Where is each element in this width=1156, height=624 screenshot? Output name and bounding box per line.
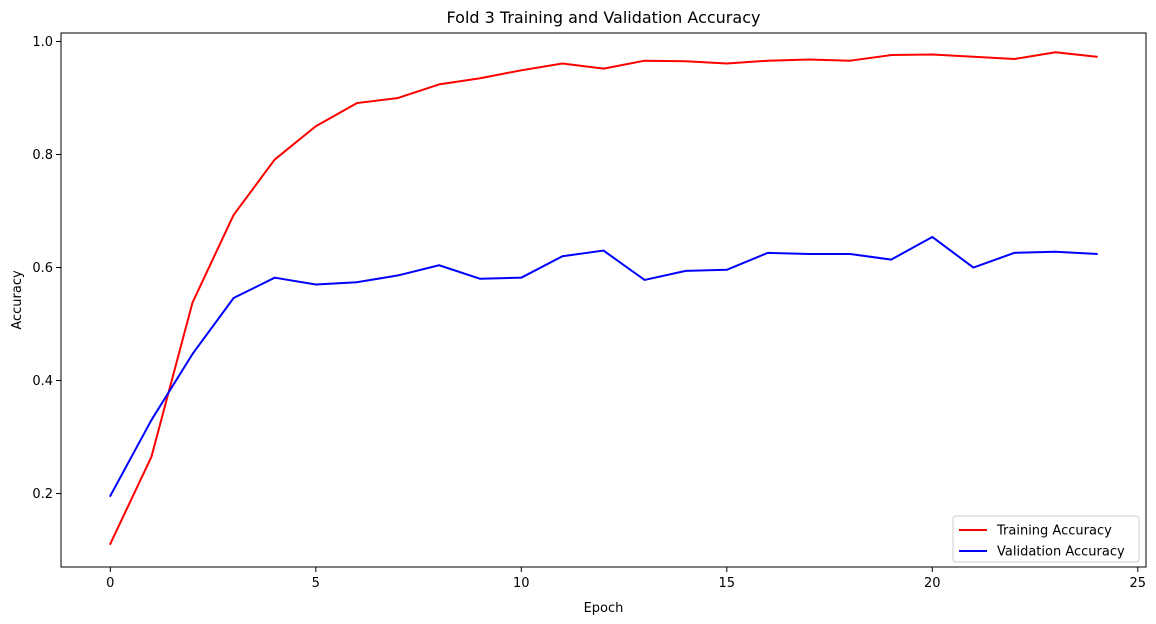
validation-accuracy-point xyxy=(356,281,358,284)
legend-box xyxy=(952,515,1140,563)
y-tick-label: 0.8 xyxy=(32,148,53,163)
training-accuracy-point xyxy=(890,54,893,56)
validation-accuracy-point xyxy=(1095,253,1098,255)
legend: Training Accuracy Validation Accuracy xyxy=(952,515,1140,563)
validation-accuracy-line xyxy=(108,235,1098,498)
validation-accuracy-point xyxy=(849,253,851,255)
training-accuracy-point xyxy=(684,60,687,63)
y-tick-label: 0.6 xyxy=(32,261,53,276)
validation-accuracy-point xyxy=(520,276,523,279)
training-accuracy-point xyxy=(1013,58,1016,60)
training-accuracy-line xyxy=(108,51,1098,546)
training-accuracy-point xyxy=(602,67,605,70)
training-accuracy-point xyxy=(1054,51,1057,54)
training-accuracy-point xyxy=(1095,55,1098,58)
validation-accuracy-point xyxy=(561,255,564,258)
training-accuracy-point xyxy=(643,59,646,62)
validation-accuracy-point xyxy=(479,277,482,280)
legend-label-validation: Validation Accuracy xyxy=(997,545,1125,560)
training-accuracy-point xyxy=(438,83,441,86)
validation-accuracy-point xyxy=(109,494,112,497)
training-accuracy-point xyxy=(972,55,975,58)
validation-accuracy-point xyxy=(725,268,728,271)
training-accuracy-point xyxy=(109,542,112,545)
x-tick-label: 10 xyxy=(513,576,530,591)
validation-accuracy-point xyxy=(438,264,441,267)
training-accuracy-point xyxy=(520,69,523,72)
training-accuracy-point xyxy=(314,125,317,128)
training-accuracy-point xyxy=(150,455,153,458)
validation-accuracy-point xyxy=(1054,250,1057,253)
x-tick-label: 0 xyxy=(106,576,114,591)
axis-ticks: 0 5 10 15 20 25 0.2 0.4 0.6 0.8 1.0 xyxy=(32,35,1146,591)
validation-accuracy-point xyxy=(931,236,934,238)
x-tick-label: 15 xyxy=(719,576,736,591)
training-accuracy-point xyxy=(561,62,564,65)
training-accuracy-point xyxy=(191,301,194,304)
validation-accuracy-point xyxy=(643,279,646,281)
x-axis-label: Epoch xyxy=(584,601,624,616)
validation-accuracy-point xyxy=(314,283,317,286)
validation-accuracy-point xyxy=(808,253,810,255)
chart-title: Fold 3 Training and Validation Accuracy xyxy=(447,8,761,27)
validation-accuracy-point xyxy=(766,251,769,254)
validation-accuracy-point xyxy=(150,419,153,421)
training-accuracy-point xyxy=(356,102,358,104)
y-tick-label: 0.4 xyxy=(32,374,53,389)
series-lines xyxy=(108,51,1098,546)
validation-accuracy-point xyxy=(1013,251,1016,254)
validation-accuracy-point xyxy=(273,276,276,279)
legend-label-training: Training Accuracy xyxy=(996,524,1112,539)
training-accuracy-point xyxy=(808,58,810,61)
validation-accuracy-point xyxy=(397,274,399,277)
training-accuracy-point xyxy=(232,214,235,216)
x-tick-label: 25 xyxy=(1130,576,1147,591)
plot-area xyxy=(60,32,1147,568)
validation-accuracy-point xyxy=(684,270,687,272)
validation-accuracy-point xyxy=(191,353,194,355)
training-accuracy-point xyxy=(479,77,482,80)
validation-accuracy-point xyxy=(232,297,235,299)
training-accuracy-point xyxy=(725,62,728,65)
validation-accuracy-point xyxy=(890,258,893,261)
training-accuracy-point xyxy=(766,59,769,62)
y-tick-label: 0.2 xyxy=(32,487,53,502)
training-accuracy-point xyxy=(397,97,399,99)
validation-accuracy-point xyxy=(602,249,605,252)
y-axis-label: Accuracy xyxy=(10,270,25,330)
x-tick-label: 5 xyxy=(312,576,320,591)
validation-accuracy-point xyxy=(972,266,975,269)
training-accuracy-point xyxy=(931,53,934,56)
training-accuracy-point xyxy=(273,158,276,161)
x-tick-label: 20 xyxy=(924,576,941,591)
y-tick-label: 1.0 xyxy=(32,35,53,50)
training-accuracy-point xyxy=(849,59,851,62)
